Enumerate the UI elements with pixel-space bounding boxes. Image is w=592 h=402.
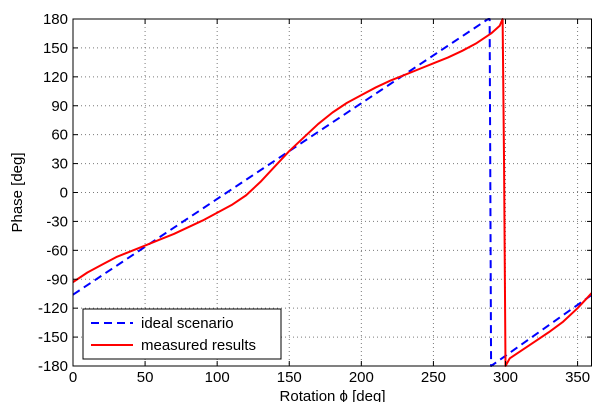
y-tick-label-30: 30	[51, 156, 68, 173]
x-tick-label-0: 0	[69, 369, 77, 386]
x-tick-label-50: 50	[137, 369, 154, 386]
x-axis-label: Rotation ϕ [deg]	[280, 388, 386, 402]
legend-box	[82, 308, 282, 360]
series-line-measured-results	[72, 18, 592, 367]
y-tick-label-60: 60	[51, 127, 68, 144]
y-tick-label--60: -60	[46, 242, 68, 259]
x-tick-label-150: 150	[277, 369, 302, 386]
y-tick-label--150: -150	[38, 329, 68, 346]
grid	[73, 19, 592, 366]
y-tick-label-120: 120	[43, 69, 68, 86]
y-tick-label--90: -90	[46, 271, 68, 288]
y-tick-label-150: 150	[43, 40, 68, 57]
y-axis-label: Phase [deg]	[9, 152, 26, 232]
y-tick-label-0: 0	[60, 185, 68, 202]
y-tick-label-90: 90	[51, 98, 68, 115]
x-tick-label-300: 300	[493, 369, 518, 386]
tick-labels: 0 50 100 150 200 250 300 350-180-150-120-90-60-…	[38, 11, 590, 386]
y-tick-label-180: 180	[43, 11, 68, 28]
x-tick-label-250: 250	[421, 369, 446, 386]
legend: ideal scenario measured results	[82, 308, 282, 360]
x-tick-label-200: 200	[349, 369, 374, 386]
y-tick-label--180: -180	[38, 358, 68, 375]
legend-label-ideal-scenario: ideal scenario	[141, 315, 234, 332]
x-tick-label-100: 100	[205, 369, 230, 386]
legend-label-measured-results: measured results	[141, 337, 256, 354]
x-tick-label-350: 350	[565, 369, 590, 386]
y-tick-label--30: -30	[46, 213, 68, 230]
y-tick-label--120: -120	[38, 300, 68, 317]
